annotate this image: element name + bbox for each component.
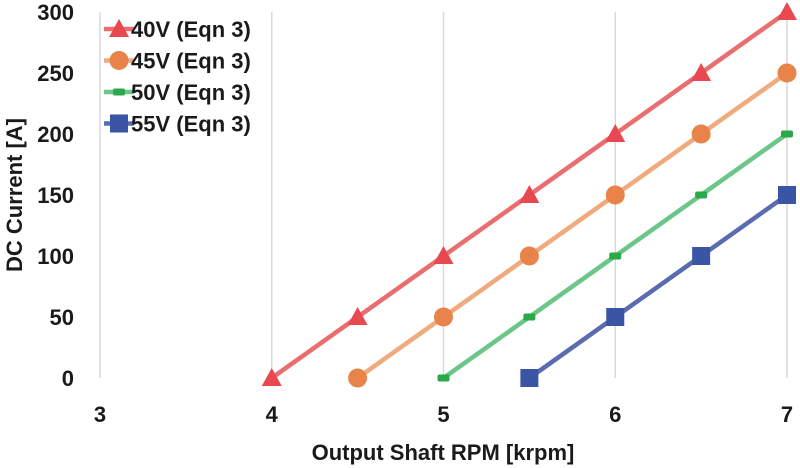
data-point xyxy=(523,313,536,321)
series-line xyxy=(528,193,789,380)
y-tick-label: 100 xyxy=(37,244,74,269)
y-tick-label: 0 xyxy=(62,366,74,391)
x-tick-label: 7 xyxy=(781,402,793,427)
data-point xyxy=(437,374,450,382)
y-tick-label: 300 xyxy=(37,0,74,25)
data-point xyxy=(691,124,711,144)
data-point xyxy=(777,2,797,20)
y-axis-title: DC Current [A] xyxy=(2,118,27,272)
y-tick-label: 200 xyxy=(37,122,74,147)
data-point xyxy=(519,246,539,266)
legend-item: 40V (Eqn 3) xyxy=(104,17,251,42)
tick-layer: 3 4 5 6 7 0 50 100 150 200 250 300 xyxy=(37,0,793,427)
data-point xyxy=(261,368,282,386)
data-point xyxy=(434,307,453,327)
legend-item: 55V (Eqn 3) xyxy=(104,112,251,137)
data-point xyxy=(609,252,622,260)
legend-marker xyxy=(109,51,129,70)
data-point xyxy=(691,63,712,81)
legend: 40V (Eqn 3) 45V (Eqn 3) 50V (Eqn 3) 55V (Eq… xyxy=(104,17,251,137)
data-point xyxy=(777,63,797,83)
series-layer xyxy=(261,2,797,388)
series-0 xyxy=(261,2,797,386)
legend-item: 45V (Eqn 3) xyxy=(104,49,251,74)
series-2 xyxy=(437,130,793,382)
legend-label: 40V (Eqn 3) xyxy=(131,17,251,42)
legend-marker xyxy=(113,88,125,96)
series-3 xyxy=(520,186,796,387)
x-tick-label: 5 xyxy=(437,402,449,427)
legend-label: 50V (Eqn 3) xyxy=(131,80,251,105)
legend-item: 50V (Eqn 3) xyxy=(104,80,251,105)
data-point xyxy=(347,307,368,325)
data-point xyxy=(778,186,796,204)
data-point xyxy=(695,191,708,199)
data-point xyxy=(605,185,625,205)
series-1 xyxy=(348,63,797,388)
legend-label: 45V (Eqn 3) xyxy=(131,49,251,74)
legend-marker xyxy=(110,114,128,133)
legend-label: 55V (Eqn 3) xyxy=(131,112,251,137)
data-point xyxy=(606,308,625,326)
data-point xyxy=(348,368,368,388)
y-tick-label: 50 xyxy=(50,305,74,330)
legend-marker xyxy=(109,19,129,37)
y-tick-label: 150 xyxy=(37,183,74,208)
data-point xyxy=(692,247,711,265)
x-tick-label: 6 xyxy=(609,402,621,427)
y-tick-label: 250 xyxy=(37,61,74,86)
x-axis-title: Output Shaft RPM [krpm] xyxy=(312,440,575,465)
data-point xyxy=(519,185,540,203)
data-point xyxy=(520,369,539,387)
x-tick-label: 4 xyxy=(266,402,279,427)
data-point xyxy=(433,246,454,264)
series-line xyxy=(356,71,789,380)
data-point xyxy=(781,130,793,138)
data-point xyxy=(605,124,626,142)
x-tick-label: 3 xyxy=(94,402,106,427)
